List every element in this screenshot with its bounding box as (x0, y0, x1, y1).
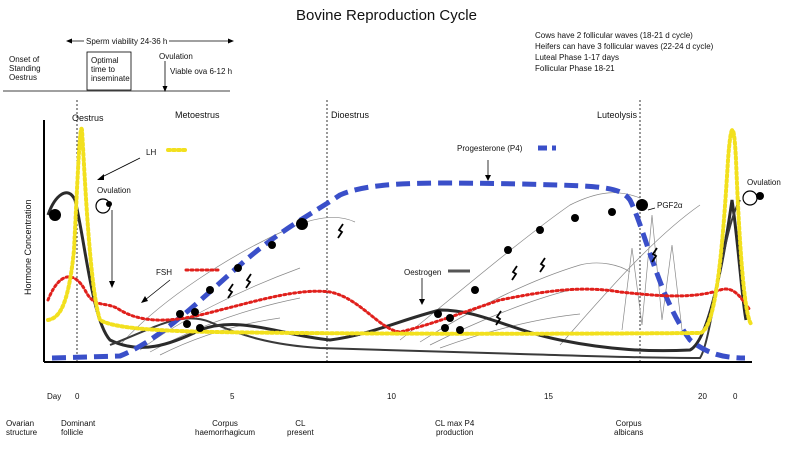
x-tick-20: 20 (698, 392, 707, 401)
ovulation-label-right: Ovulation (747, 178, 781, 187)
lh-label: LH (146, 148, 157, 157)
ovulation-label-left: Ovulation (97, 186, 131, 195)
label-arrows (99, 157, 656, 301)
ovarian-cl-max: CL max P4 production (435, 419, 475, 437)
pgf2a-pulses (621, 214, 683, 331)
fsh-curve (46, 275, 752, 334)
ovarian-row-label: Ovarian structure (6, 419, 38, 437)
x-axis-day-label: Day (47, 392, 62, 401)
onset-label: Onset of Standing Oestrus (9, 55, 41, 82)
oestrogen-label: Oestrogen (404, 268, 442, 277)
phase-luteolysis: Luteolysis (597, 110, 638, 120)
follicle-wave-lines (119, 192, 701, 356)
progesterone-label: Progesterone (P4) (457, 144, 523, 153)
fsh-label: FSH (156, 268, 172, 277)
x-tick-0-end: 0 (733, 392, 738, 401)
lh-curve (46, 126, 754, 336)
phase-metoestrus: Metoestrus (175, 110, 220, 120)
follicle-dots (49, 199, 648, 334)
timeline-ovulation-label: Ovulation (159, 52, 193, 61)
phase-dioestrus: Dioestrus (331, 110, 370, 120)
ovarian-dominant-follicle: Dominant follicle (61, 419, 96, 437)
x-tick-10: 10 (387, 392, 396, 401)
note-luteal: Luteal Phase 1-17 days (535, 53, 620, 62)
x-tick-0: 0 (75, 392, 80, 401)
follicle-size-curve (109, 199, 741, 360)
ovarian-corpus-haemorrhagicum: Corpus haemorrhagicum (195, 419, 256, 437)
viable-ova-label: Viable ova 6-12 h (170, 67, 233, 76)
note-follicular: Follicular Phase 18-21 (535, 64, 615, 73)
x-tick-5: 5 (230, 392, 235, 401)
sperm-viability-label: Sperm viability 24-36 h (84, 37, 170, 46)
note-heifers: Heifers can have 3 follicular waves (22-… (535, 42, 714, 51)
ovarian-corpus-albicans: Corpus albicans (614, 419, 644, 437)
note-cows: Cows have 2 follicular waves (18-21 d cy… (535, 31, 693, 40)
ovarian-cl-present: CL present (287, 419, 314, 437)
ovulation-circle-right (742, 190, 758, 206)
pgf2a-label: PGF2α (657, 201, 683, 210)
atresia-marks (227, 223, 658, 326)
phase-oestrus: Oestrus (72, 113, 104, 123)
chart-title: Bovine Reproduction Cycle (296, 7, 477, 24)
progesterone-curve (51, 180, 746, 361)
optimal-label: Optimal time to inseminate (91, 56, 130, 83)
x-tick-15: 15 (544, 392, 553, 401)
